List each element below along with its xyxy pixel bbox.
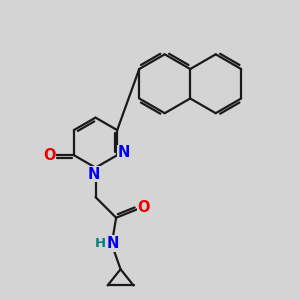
Text: N: N [88,167,100,182]
Text: O: O [137,200,150,215]
Text: N: N [107,236,119,251]
Text: N: N [118,145,130,160]
Text: O: O [43,148,56,163]
Text: H: H [95,237,106,250]
